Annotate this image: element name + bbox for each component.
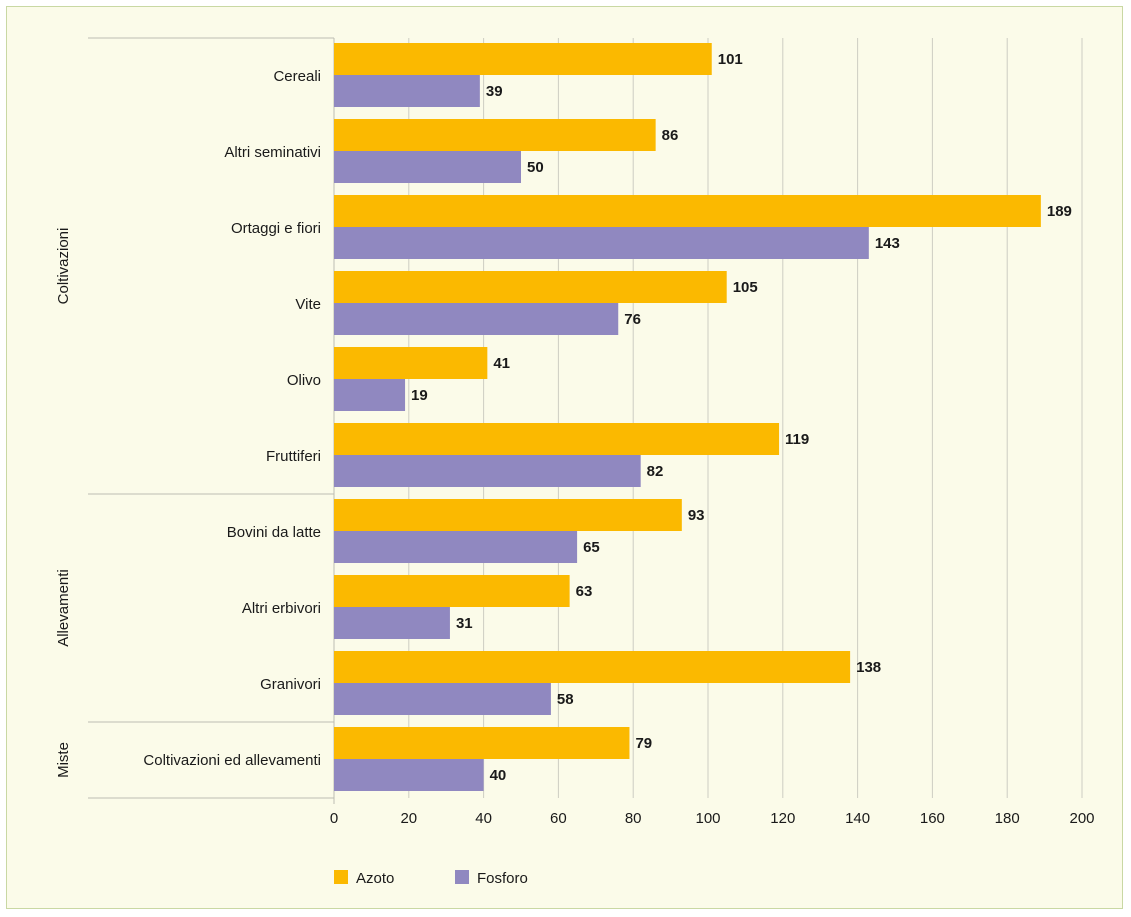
- value-label: 189: [1047, 203, 1072, 220]
- category-label: Coltivazioni ed allevamenti: [143, 752, 321, 769]
- x-tick-label: 80: [625, 810, 642, 827]
- value-label: 76: [624, 311, 641, 328]
- bar-azoto: [334, 43, 712, 75]
- value-label: 58: [557, 691, 574, 708]
- labels: Coltivazioni Allevamenti Miste Cereali 101 39…: [55, 51, 1095, 827]
- value-label: 63: [576, 583, 593, 600]
- value-label: 101: [718, 51, 743, 68]
- bars: [334, 43, 1041, 791]
- chart-frame: Coltivazioni Allevamenti Miste Cereali 101 39…: [6, 6, 1123, 909]
- bar-fosforo: [334, 759, 484, 791]
- category-label: Vite: [295, 296, 321, 313]
- bar-fosforo: [334, 75, 480, 107]
- value-label: 31: [456, 615, 473, 632]
- value-label: 93: [688, 507, 705, 524]
- group-label: Coltivazioni: [55, 228, 72, 305]
- x-tick-label: 160: [920, 810, 945, 827]
- x-tick-label: 20: [400, 810, 417, 827]
- bar-azoto: [334, 195, 1041, 227]
- legend-label: Fosforo: [477, 870, 528, 887]
- category-label: Bovini da latte: [227, 524, 321, 541]
- category-label: Altri seminativi: [224, 144, 321, 161]
- value-label: 82: [647, 463, 664, 480]
- value-label: 119: [785, 431, 809, 448]
- value-label: 79: [635, 735, 652, 752]
- bar-azoto: [334, 423, 780, 455]
- x-tick-label: 0: [330, 810, 338, 827]
- bar-azoto: [334, 271, 727, 303]
- bar-fosforo: [334, 227, 869, 259]
- x-tick-label: 60: [550, 810, 567, 827]
- bar-azoto: [334, 651, 851, 683]
- bar-azoto: [334, 347, 488, 379]
- value-label: 86: [662, 127, 679, 144]
- legend-swatch-fosforo: [455, 870, 469, 884]
- category-label: Fruttiferi: [266, 448, 321, 465]
- legend-label: Azoto: [356, 870, 394, 887]
- value-label: 65: [583, 539, 600, 556]
- legend: Azoto Fosforo: [334, 870, 528, 887]
- category-label: Cereali: [273, 68, 321, 85]
- group-label: Allevamenti: [55, 569, 72, 647]
- bar-azoto: [334, 119, 656, 151]
- legend-swatch-azoto: [334, 870, 348, 884]
- bar-fosforo: [334, 607, 450, 639]
- group-label: Miste: [55, 742, 72, 778]
- category-label: Granivori: [260, 676, 321, 693]
- bar-fosforo: [334, 455, 641, 487]
- value-label: 50: [527, 159, 544, 176]
- value-label: 143: [875, 235, 900, 252]
- bar-fosforo: [334, 531, 578, 563]
- x-tick-label: 200: [1069, 810, 1094, 827]
- value-label: 138: [856, 659, 881, 676]
- value-label: 39: [486, 83, 503, 100]
- bar-azoto: [334, 499, 682, 531]
- x-tick-label: 100: [695, 810, 720, 827]
- bar-azoto: [334, 575, 570, 607]
- bar-fosforo: [334, 683, 551, 715]
- x-tick-label: 140: [845, 810, 870, 827]
- category-label: Olivo: [287, 372, 321, 389]
- x-tick-label: 40: [475, 810, 492, 827]
- value-label: 41: [493, 355, 510, 372]
- bar-fosforo: [334, 151, 521, 183]
- value-label: 19: [411, 387, 428, 404]
- value-label: 105: [733, 279, 758, 296]
- x-tick-label: 180: [995, 810, 1020, 827]
- value-label: 40: [490, 767, 507, 784]
- category-label: Altri erbivori: [242, 600, 321, 617]
- category-label: Ortaggi e fiori: [231, 220, 321, 237]
- bar-fosforo: [334, 303, 619, 335]
- x-tick-label: 120: [770, 810, 795, 827]
- bar-chart: Coltivazioni Allevamenti Miste Cereali 101 39…: [55, 37, 1095, 887]
- bar-azoto: [334, 727, 630, 759]
- bar-fosforo: [334, 379, 406, 411]
